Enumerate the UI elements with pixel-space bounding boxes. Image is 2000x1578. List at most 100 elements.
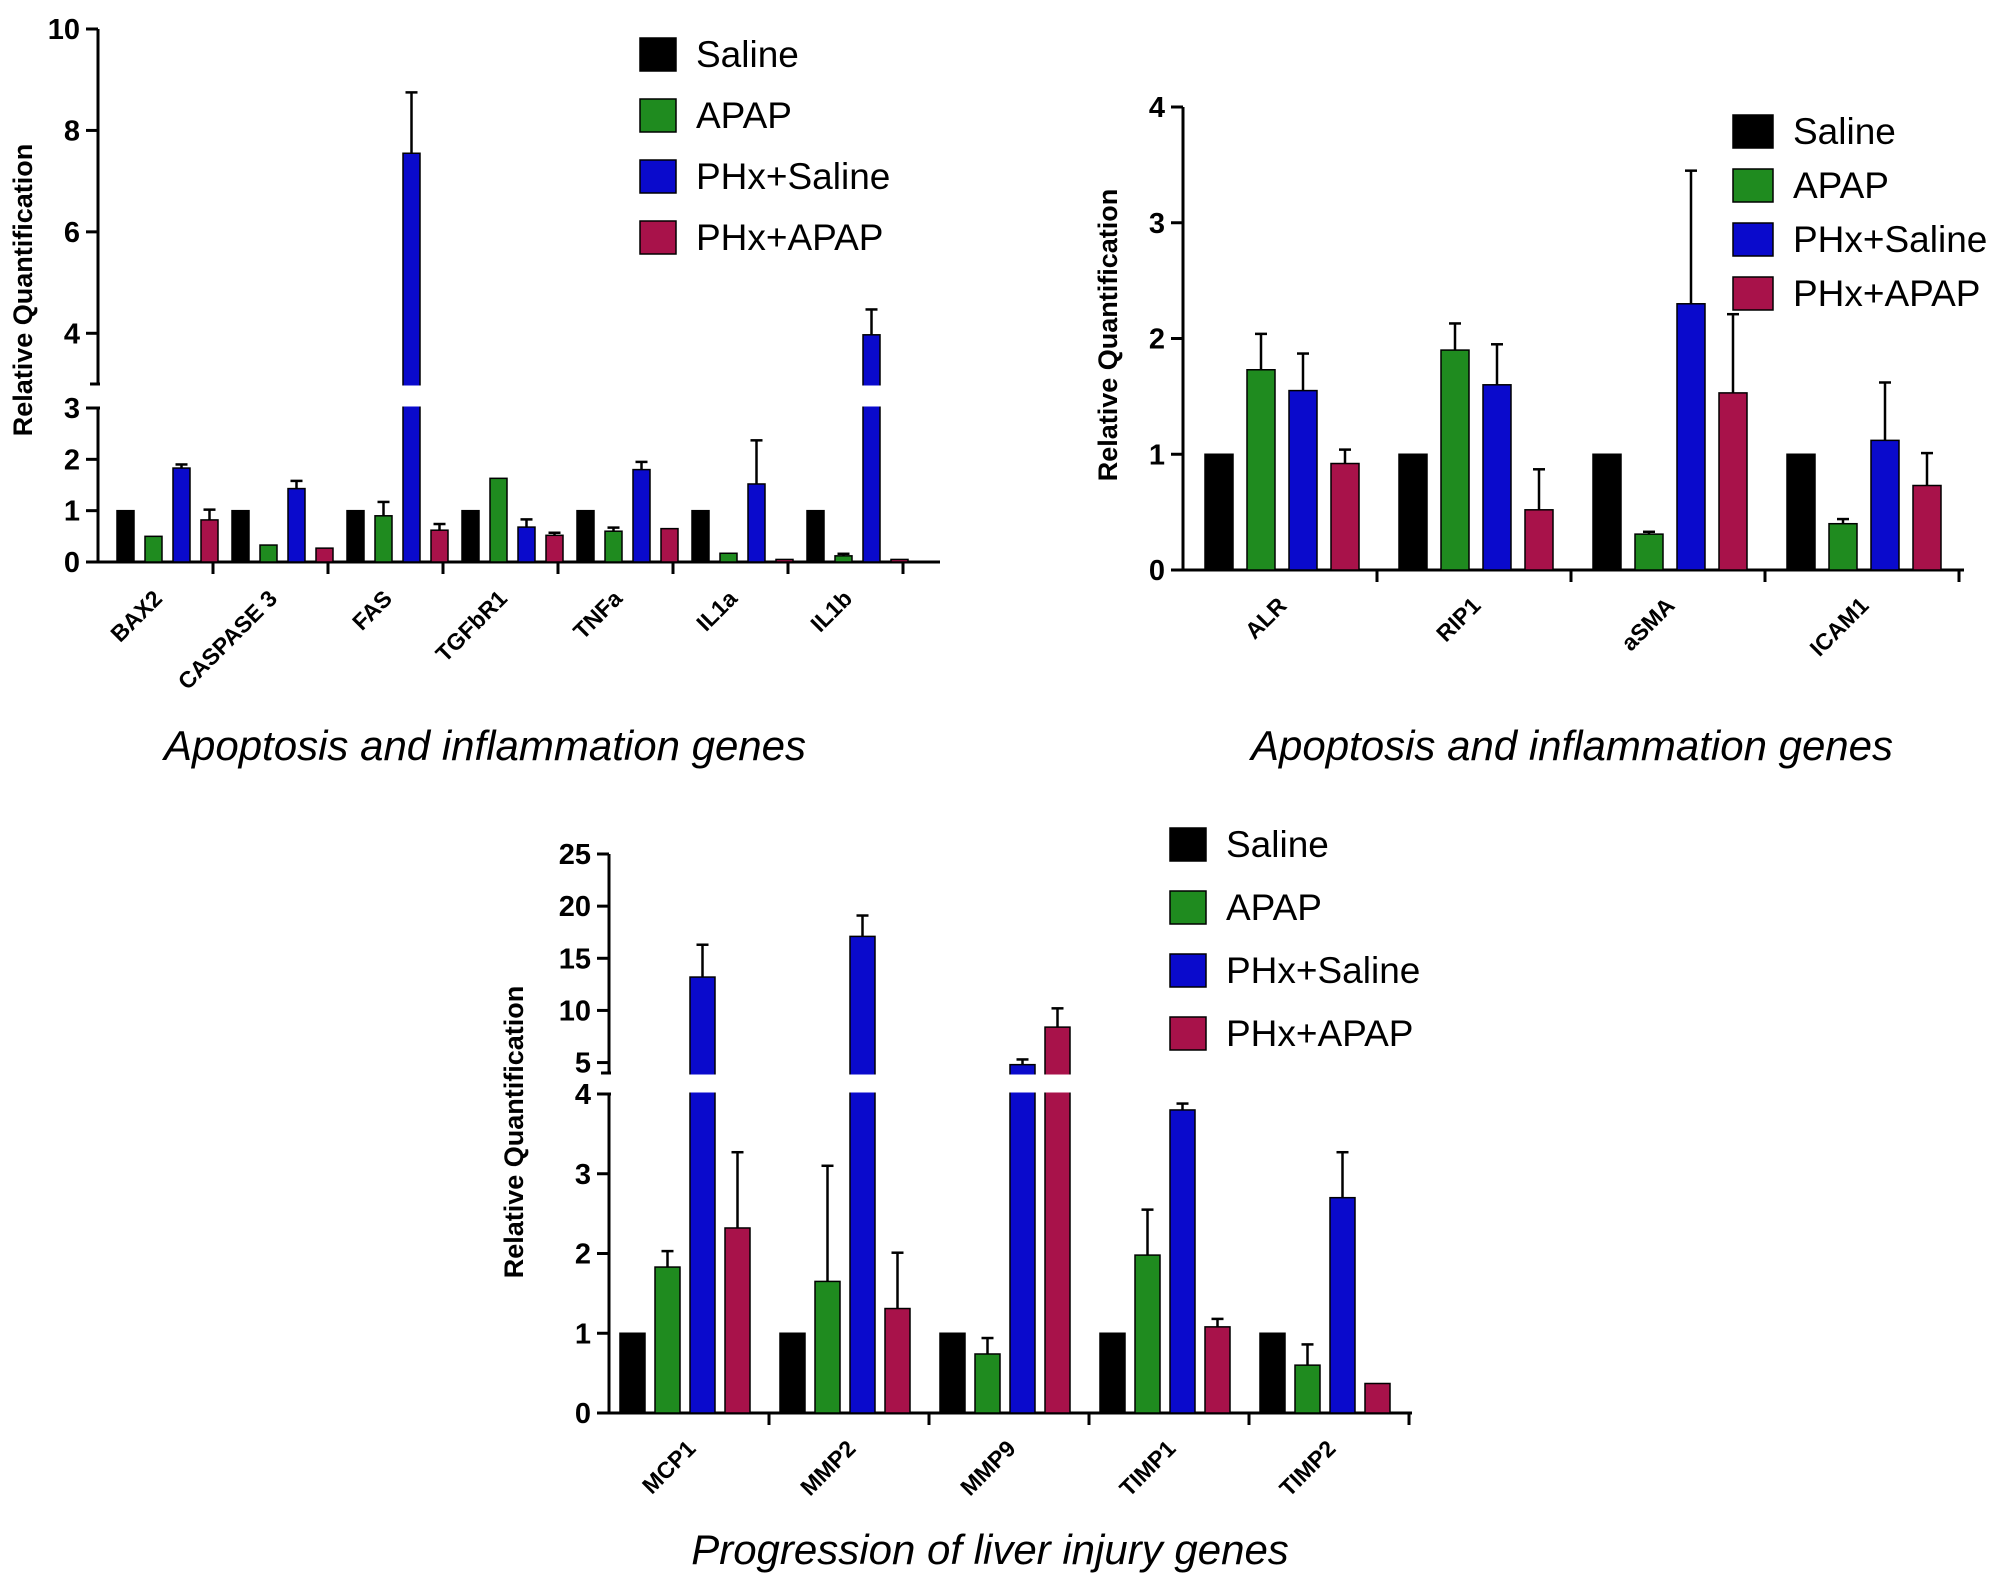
bar-phx-saline <box>1676 303 1706 571</box>
y-tick-label: 0 <box>64 547 80 579</box>
bar-phx-saline <box>402 152 421 563</box>
bar-phx-apap <box>1204 1326 1231 1414</box>
bar-phx-saline <box>1482 384 1512 571</box>
bar-saline <box>939 1332 966 1414</box>
bar-apap <box>489 477 508 563</box>
bar-phx-saline <box>517 526 536 563</box>
category-label: ALR <box>1240 592 1292 644</box>
bar-saline <box>619 1332 646 1414</box>
y-tick-label: 3 <box>575 1159 591 1191</box>
category-label: FAS <box>347 585 397 635</box>
category-label: TIMP1 <box>1114 1435 1180 1501</box>
bar-phx-apap <box>430 529 449 563</box>
bar-phx-apap <box>890 558 909 563</box>
legend-label: APAP <box>1226 887 1322 928</box>
y-axis-label: Relative Quantification <box>1093 189 1123 482</box>
legend-swatch <box>1732 276 1774 311</box>
y-axis-label: Relative Quantification <box>499 986 529 1279</box>
y-tick-label: 3 <box>1149 208 1165 240</box>
category-label: CASPASE 3 <box>173 585 282 694</box>
bar-phx-saline <box>747 483 766 563</box>
legend-swatch <box>1169 1016 1207 1051</box>
legend-swatch <box>1732 168 1774 203</box>
y-tick-label: 10 <box>48 14 80 46</box>
y-tick-label: 4 <box>575 1079 591 1111</box>
legend-swatch <box>1169 827 1207 862</box>
bar-saline <box>691 509 710 563</box>
bar-saline <box>806 509 825 563</box>
legend-label: Saline <box>696 34 799 75</box>
y-tick-label: 25 <box>559 839 591 871</box>
y-tick-label: 6 <box>64 217 80 249</box>
bar-apap <box>604 530 623 563</box>
axis-break-gap <box>84 385 946 407</box>
bar-phx-apap <box>724 1227 751 1414</box>
category-label: IL1a <box>691 585 742 636</box>
category-label: TIMP2 <box>1274 1435 1340 1501</box>
axis-break-gap <box>595 1074 1418 1093</box>
y-tick-label: 20 <box>559 891 591 923</box>
y-axis-label: Relative Quantification <box>8 144 38 437</box>
bar-phx-saline <box>287 487 306 563</box>
legend-swatch <box>1732 222 1774 257</box>
y-tick-label: 0 <box>575 1398 591 1430</box>
legend-swatch <box>639 98 677 133</box>
bar-phx-apap <box>1912 484 1942 571</box>
y-tick-label: 15 <box>559 943 591 975</box>
chart-apoptosis-1: 0 1 2 3 4 6 8 10 BAX2 CASPASE 3 FAS TGFbR1 TNFa IL1a I… <box>8 14 946 769</box>
category-label: RIP1 <box>1431 592 1486 647</box>
bar-phx-saline <box>172 467 191 563</box>
legend-swatch <box>1169 953 1207 988</box>
y-tick-label: 4 <box>64 318 80 350</box>
bar-phx-saline <box>1288 389 1318 571</box>
bar-saline <box>1592 453 1622 571</box>
bar-apap <box>654 1266 681 1414</box>
bar-saline <box>1398 453 1428 571</box>
bar-phx-apap <box>775 558 794 563</box>
bar-phx-apap <box>1364 1382 1391 1414</box>
category-label: IL1b <box>805 585 857 637</box>
bar-apap <box>144 535 163 563</box>
bar-apap <box>374 515 393 563</box>
chart-caption: Apoptosis and inflammation genes <box>1248 722 1893 769</box>
y-tick-label: 0 <box>1149 555 1165 587</box>
bar-saline <box>1259 1332 1286 1414</box>
bar-apap <box>1634 533 1664 571</box>
chart-liver-injury: 0 1 2 3 45 10 15 20 25 MCP1 MMP2 MMP9 TIMP1 TIMP2 Rela… <box>499 824 1420 1573</box>
bar-phx-apap <box>1330 462 1360 571</box>
legend-label: PHx+Saline <box>1793 219 1987 260</box>
bar-saline <box>1786 453 1816 571</box>
bar-phx-apap <box>200 519 219 563</box>
bar-phx-apap <box>315 547 334 563</box>
y-tick-label: 10 <box>559 995 591 1027</box>
y-tick-label: 3 <box>64 393 80 425</box>
bar-apap <box>1294 1364 1321 1414</box>
legend: Saline APAP PHx+Saline PHx+APAP <box>639 34 890 258</box>
category-label: MCP1 <box>637 1435 701 1499</box>
bar-phx-apap <box>545 534 564 563</box>
legend-label: APAP <box>696 95 792 136</box>
category-label: MMP9 <box>955 1435 1020 1500</box>
y-tick-label: 1 <box>64 496 80 528</box>
bar-phx-apap <box>884 1307 911 1414</box>
category-label: aSMA <box>1616 592 1680 656</box>
bar-saline <box>1099 1332 1126 1414</box>
bar-apap <box>814 1280 841 1414</box>
bar-apap <box>1134 1254 1161 1414</box>
legend: Saline APAP PHx+Saline PHx+APAP <box>1732 111 1987 314</box>
category-label: TNFa <box>568 585 627 644</box>
legend-label: PHx+Saline <box>1226 950 1420 991</box>
legend-swatch <box>1732 114 1774 149</box>
legend-swatch <box>1169 890 1207 925</box>
bar-phx-saline <box>1169 1109 1196 1414</box>
bar-saline <box>1204 453 1234 571</box>
chart-caption: Progression of liver injury genes <box>691 1526 1289 1573</box>
legend: Saline APAP PHx+Saline PHx+APAP <box>1169 824 1420 1054</box>
y-tick-label: 2 <box>575 1239 591 1271</box>
bar-saline <box>116 509 135 563</box>
bar-apap <box>834 555 853 563</box>
legend-label: APAP <box>1793 165 1889 206</box>
legend-label: PHx+APAP <box>696 217 883 258</box>
y-tick-label: 8 <box>64 115 80 147</box>
bar-phx-saline <box>1009 1063 1036 1414</box>
